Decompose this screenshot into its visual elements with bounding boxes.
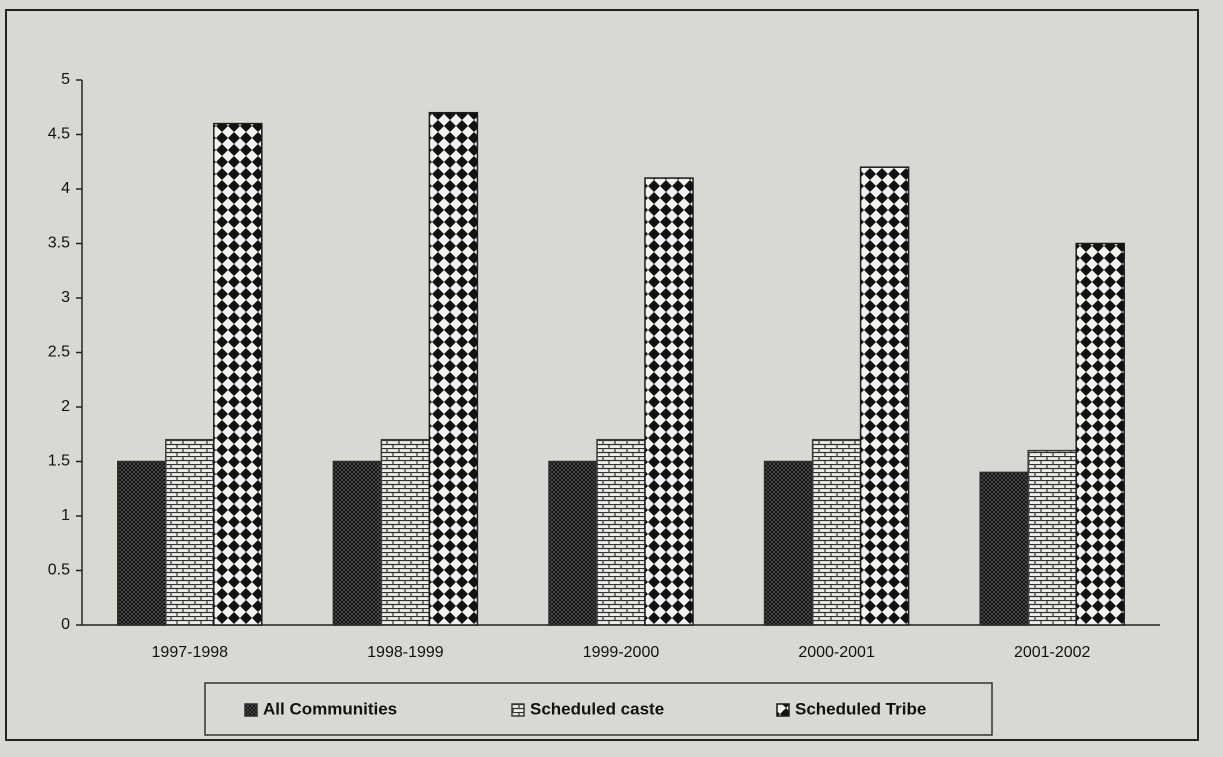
bar [859,166,910,626]
bar [1075,242,1125,626]
bar [644,177,694,626]
bar [1027,449,1077,626]
y-tick-label: 5 [61,71,70,88]
x-tick-label: 2001-2002 [1014,644,1091,661]
legend-swatch [511,703,525,717]
y-tick-label: 3 [61,289,70,306]
bar [596,438,646,626]
x-tick-label: 1999-2000 [583,644,660,661]
bar [548,460,598,626]
y-tick-label: 0.5 [48,562,70,579]
bar [979,471,1029,626]
legend-label: All Communities [263,699,397,718]
legend-box [204,682,993,736]
y-tick-label: 0 [61,616,70,633]
legend-label: Scheduled caste [530,699,664,718]
bar [380,438,431,626]
frame [5,9,1199,741]
y-tick-label: 4.5 [48,126,70,143]
bar [763,460,814,626]
y-tick-label: 2.5 [48,344,70,361]
bar [165,438,215,626]
legend-swatch [244,703,258,717]
legend-label: Scheduled Tribe [795,699,926,718]
legend-swatch [776,703,790,717]
y-tick-label: 1.5 [48,453,70,470]
bar [213,122,263,626]
y-tick-label: 3.5 [48,235,70,252]
y-tick-label: 1 [61,507,70,524]
x-tick-label: 2000-2001 [798,644,875,661]
y-tick-label: 2 [61,398,70,415]
x-tick-label: 1998-1999 [367,644,444,661]
y-tick-label: 4 [61,180,70,197]
bar [428,111,479,626]
x-tick-label: 1997-1998 [152,644,229,661]
bar [811,438,862,626]
bar [117,460,167,626]
bar [332,460,383,626]
